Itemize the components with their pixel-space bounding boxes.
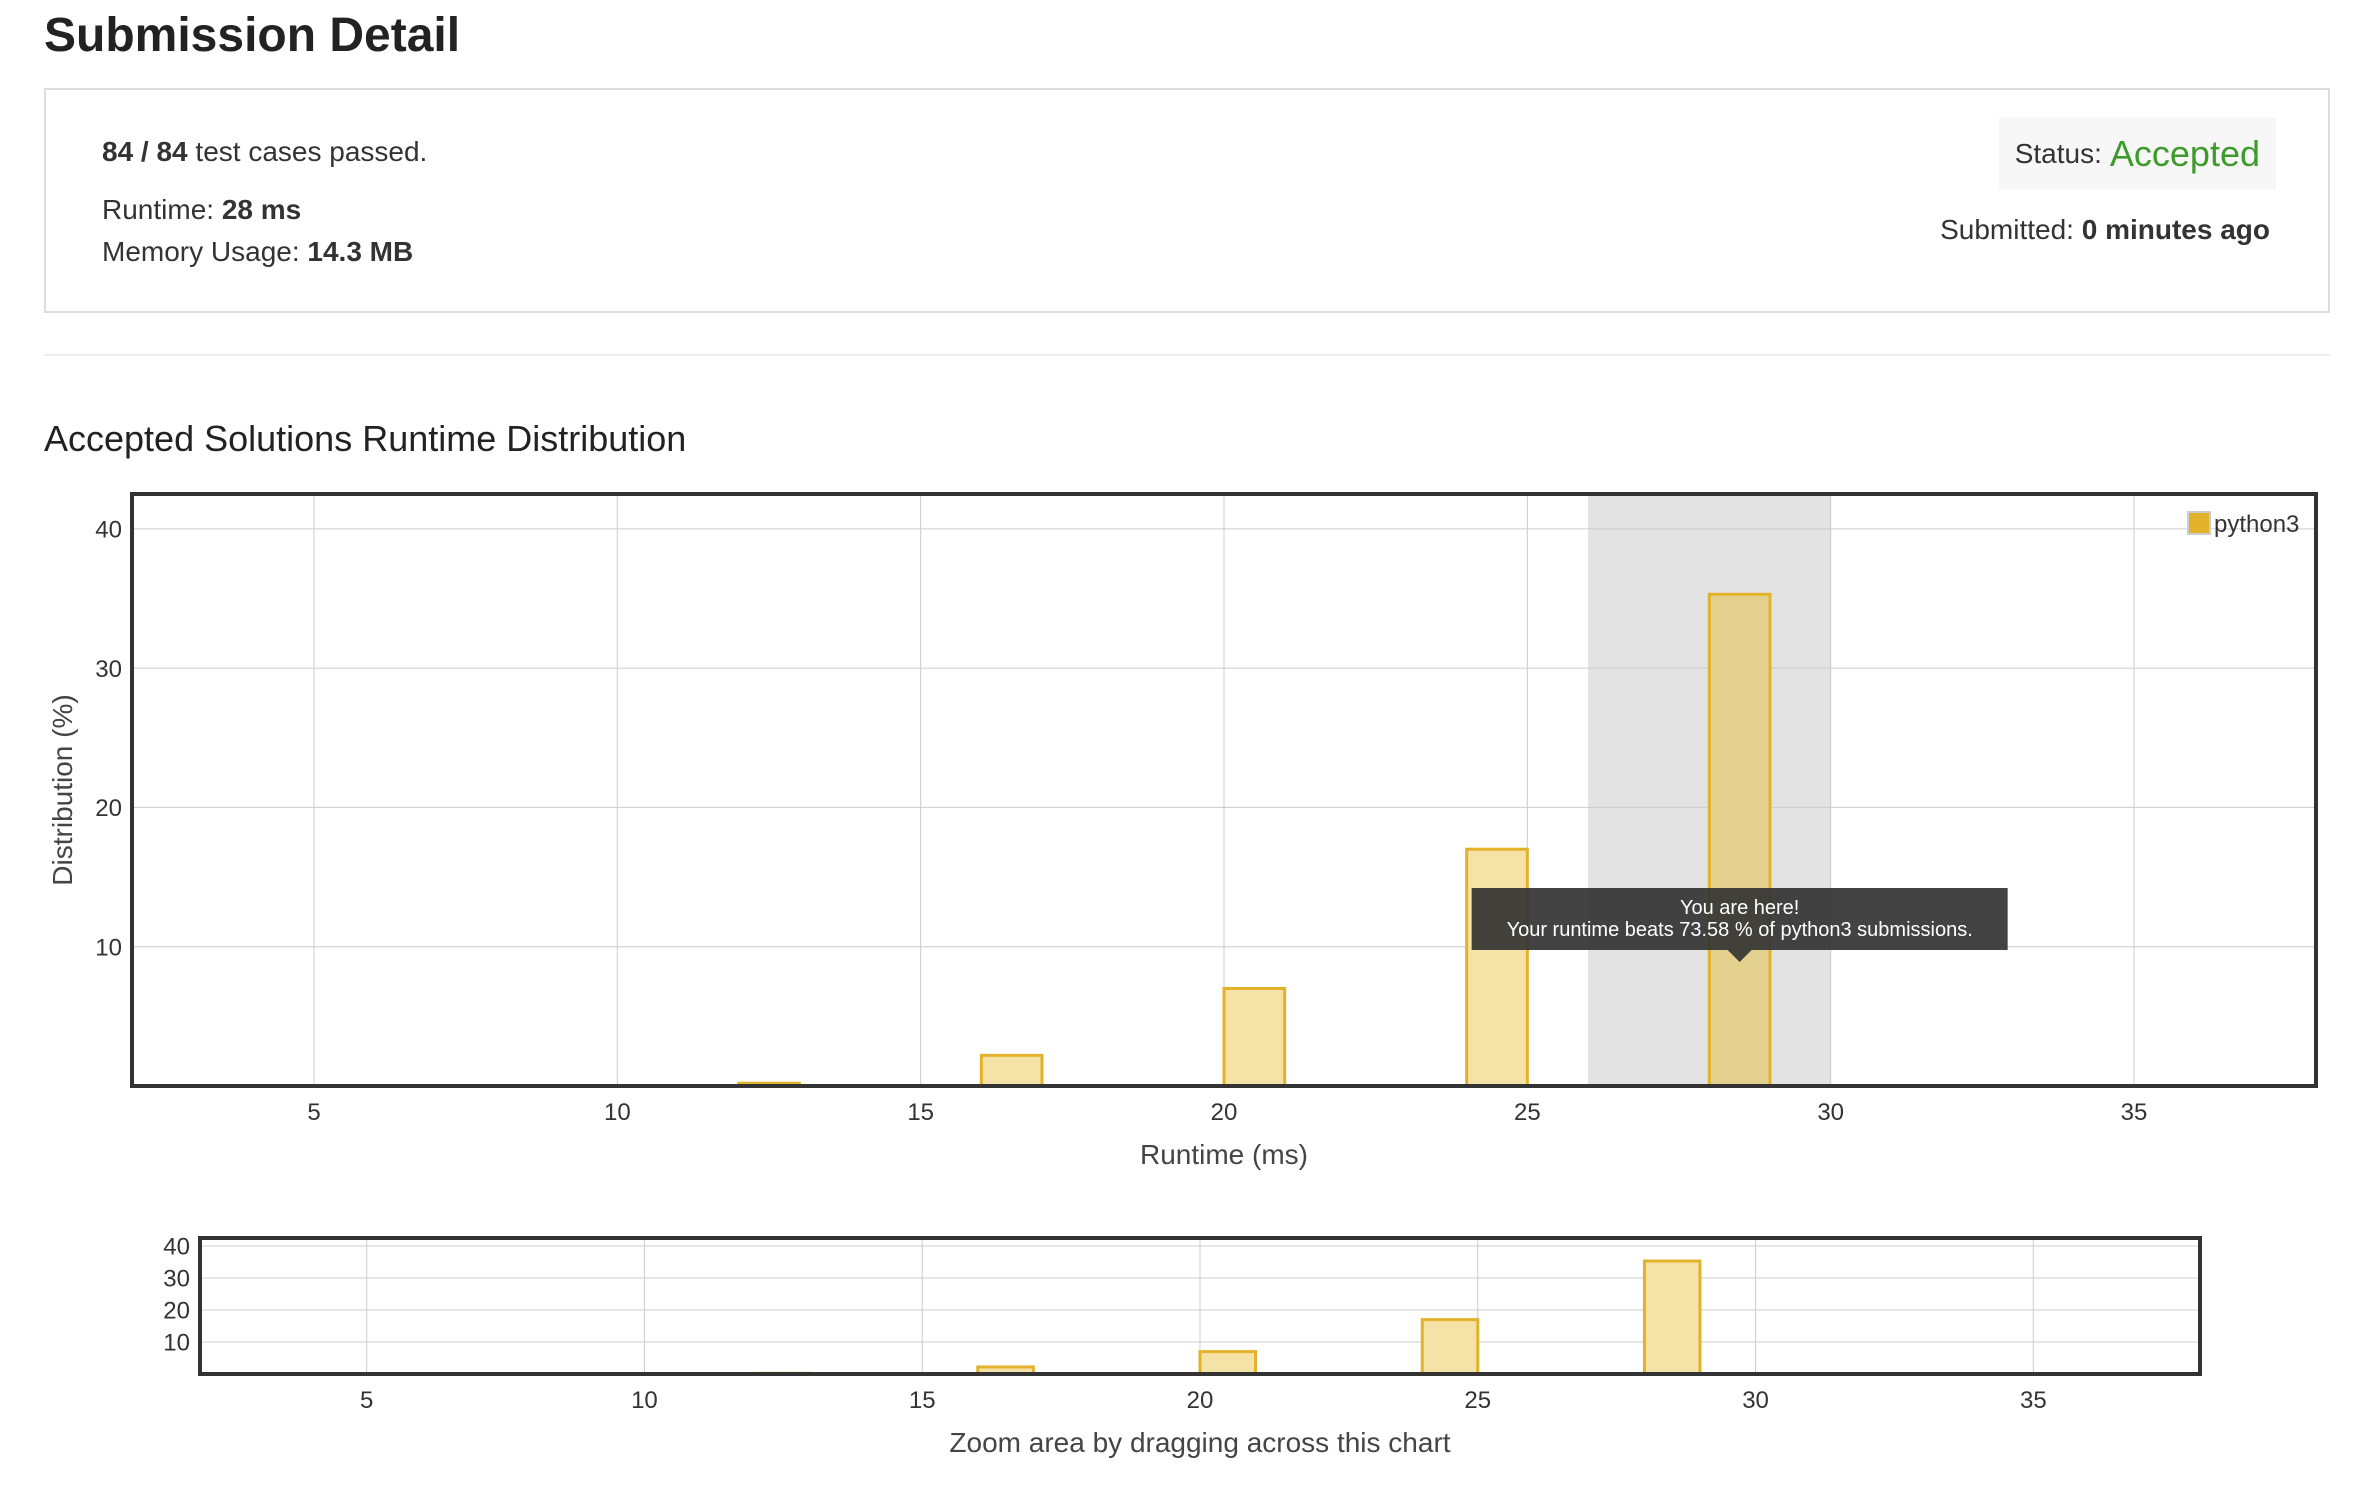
status-badge: Status: Accepted	[1998, 118, 2276, 190]
navigator-chart-x-tick-label: 25	[1464, 1387, 1491, 1414]
tests-passed-suffix: test cases passed.	[195, 136, 428, 167]
main-chart-y-tick-label: 20	[95, 795, 122, 822]
submitted-label: Submitted:	[1940, 214, 2074, 245]
navigator-chart-y-tick-label: 40	[163, 1234, 190, 1261]
tests-passed-count: 84 / 84	[102, 136, 188, 167]
main-chart-x-tick-label: 20	[1211, 1099, 1238, 1126]
main-chart-y-tick-label: 30	[95, 656, 122, 683]
runtime-label: Runtime:	[102, 194, 215, 225]
main-chart-bar[interactable]	[1465, 847, 1529, 1088]
navigator-chart-x-tick-label: 10	[631, 1387, 658, 1414]
navigator-chart-y-tick-label: 20	[163, 1298, 190, 1325]
main-chart-x-tick-label: 35	[2121, 1099, 2148, 1126]
main-chart-x-tick-label: 15	[907, 1099, 934, 1126]
main-chart-tooltip-title: You are here!	[1680, 897, 1799, 919]
test-cases-line: 84 / 84 test cases passed.	[102, 136, 427, 168]
memory-line: Memory Usage: 14.3 MB	[102, 236, 413, 268]
distribution-section-title: Accepted Solutions Runtime Distribution	[44, 418, 687, 459]
main-chart-y-axis-label: Distribution (%)	[47, 694, 78, 885]
memory-label: Memory Usage:	[102, 236, 300, 267]
main-chart-y-tick-label: 10	[95, 934, 122, 961]
navigator-chart-plot-frame	[198, 1236, 2202, 1376]
navigator-chart-bar[interactable]	[1420, 1318, 1480, 1376]
runtime-value: 28 ms	[221, 194, 302, 225]
main-chart-bar[interactable]	[979, 1053, 1044, 1088]
page-title: Submission Detail	[44, 9, 461, 62]
main-chart-x-tick-label: 5	[307, 1099, 320, 1126]
main-chart-tooltip-pointer	[1727, 950, 1752, 962]
navigator-chart-bar[interactable]	[1642, 1259, 1702, 1376]
runtime-line: Runtime: 28 ms	[102, 194, 301, 226]
section-divider	[44, 354, 2330, 356]
submitted-value: 0 minutes ago	[2081, 214, 2270, 245]
main-chart-x-tick-label: 25	[1514, 1099, 1541, 1126]
main-chart-legend-swatch[interactable]	[2187, 511, 2211, 535]
navigator-chart-y-tick-label: 30	[163, 1266, 190, 1293]
navigator-chart-x-tick-label: 15	[909, 1387, 936, 1414]
navigator-chart-x-tick-label: 35	[2020, 1387, 2047, 1414]
status-label: Status:	[2014, 138, 2102, 169]
navigator-chart-bar[interactable]	[1198, 1350, 1258, 1376]
main-chart-tooltip-box	[1471, 888, 2008, 950]
memory-value: 14.3 MB	[307, 236, 414, 267]
status-value[interactable]: Accepted	[2109, 133, 2260, 174]
main-chart-plot-frame	[130, 492, 2318, 1088]
submitted-line: Submitted: 0 minutes ago	[1940, 214, 2270, 246]
main-chart-x-axis-label: Runtime (ms)	[1140, 1139, 1308, 1170]
navigator-chart-x-tick-label: 5	[360, 1387, 373, 1414]
main-chart-y-tick-label: 40	[95, 516, 122, 543]
navigator-chart-y-tick-label: 10	[163, 1330, 190, 1357]
navigator-chart-zoom-caption: Zoom area by dragging across this chart	[949, 1427, 1450, 1458]
navigator-chart-x-tick-label: 30	[1742, 1387, 1769, 1414]
main-chart-legend-label[interactable]: python3	[2214, 511, 2299, 538]
main-chart-tooltip-text: Your runtime beats 73.58 % of python3 su…	[1507, 919, 1973, 941]
navigator-chart-x-tick-label: 20	[1187, 1387, 1214, 1414]
main-chart-x-tick-label: 30	[1817, 1099, 1844, 1126]
main-chart-bar[interactable]	[1707, 592, 1772, 1088]
main-chart-bar[interactable]	[1222, 986, 1287, 1088]
main-chart-x-tick-label: 10	[604, 1099, 631, 1126]
submission-detail-card: 84 / 84 test cases passed. Runtime: 28 m…	[44, 88, 2330, 313]
